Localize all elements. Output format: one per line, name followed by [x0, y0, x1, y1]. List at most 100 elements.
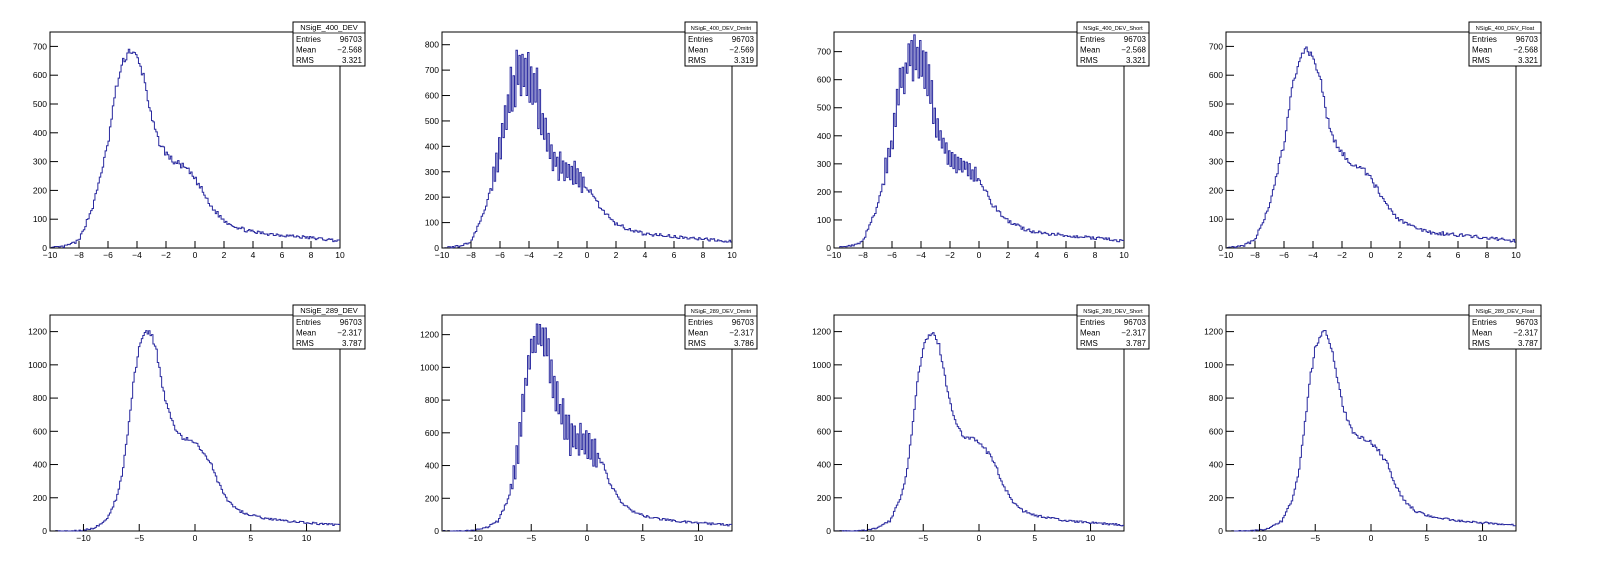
- histogram-line: [1226, 329, 1516, 532]
- x-tick-label: −4: [1308, 250, 1318, 260]
- x-tick-label: −6: [495, 250, 505, 260]
- y-tick-label: 0: [42, 243, 47, 253]
- stats-value: 96703: [1124, 318, 1147, 327]
- x-tick-label: 0: [193, 250, 198, 260]
- stats-label: Mean: [688, 329, 708, 338]
- x-tick-label: 2: [222, 250, 227, 260]
- x-tick-label: −8: [1250, 250, 1260, 260]
- y-tick-label: 100: [1209, 214, 1223, 224]
- stats-box: NSigE_289_DEV Entries 96703 Mean −2.317 RMS 3.…: [292, 304, 366, 350]
- stats-label: RMS: [688, 339, 706, 348]
- x-tick-label: −10: [435, 250, 450, 260]
- stats-label: RMS: [1472, 56, 1490, 65]
- stats-box-frame: [292, 21, 366, 67]
- x-tick-label: 2: [1398, 250, 1403, 260]
- stats-value: 96703: [340, 318, 363, 327]
- x-tick-label: 4: [1035, 250, 1040, 260]
- x-tick-label: −2: [945, 250, 955, 260]
- y-tick-label: 100: [33, 214, 47, 224]
- x-tick-label: −6: [103, 250, 113, 260]
- y-tick-label: 400: [1209, 460, 1223, 470]
- stats-title: NSigE_289_DEV: [300, 306, 358, 315]
- x-tick-label: 10: [1478, 533, 1488, 543]
- y-tick-label: 1000: [28, 360, 47, 370]
- y-tick-label: 800: [425, 40, 439, 50]
- histogram-panel: 0 200 400 600 800 1000 1200 −10 −5 0 5 10 NSigE_289_…: [420, 304, 758, 543]
- histogram-panel: 0 100 200 300 400 500 600 700 800 −10 −8 −6 −4 −2 0 2 4 6…: [425, 21, 758, 260]
- stats-value: 96703: [340, 35, 363, 44]
- stats-value: −2.317: [1121, 329, 1146, 338]
- y-tick-label: 500: [425, 116, 439, 126]
- stats-value: 3.321: [1126, 56, 1147, 65]
- x-tick-label: −8: [466, 250, 476, 260]
- x-tick-label: 10: [694, 533, 704, 543]
- stats-box: NSigE_400_DEV_Dmitri Entries 96703 Mean −2.5…: [684, 21, 758, 67]
- stats-box-frame: [292, 304, 366, 350]
- stats-label: RMS: [688, 56, 706, 65]
- y-tick-label: 1200: [28, 327, 47, 337]
- y-tick-label: 1000: [812, 360, 831, 370]
- y-tick-label: 400: [33, 128, 47, 138]
- y-tick-label: 400: [425, 461, 439, 471]
- histogram-panel: 0 200 400 600 800 1000 1200 −10 −5 0 5 10 NSigE_289_…: [1204, 304, 1542, 543]
- stats-value: −2.317: [337, 329, 362, 338]
- y-tick-label: 200: [817, 493, 831, 503]
- y-tick-label: 200: [1209, 185, 1223, 195]
- y-tick-label: 400: [33, 460, 47, 470]
- x-tick-label: 10: [1119, 250, 1129, 260]
- stats-label: Mean: [1080, 46, 1100, 55]
- x-tick-label: −4: [524, 250, 534, 260]
- y-tick-label: 1000: [1204, 360, 1223, 370]
- stats-value: 3.787: [342, 339, 363, 348]
- histogram-line: [50, 48, 340, 249]
- y-tick-label: 200: [33, 493, 47, 503]
- stats-value: 3.786: [734, 339, 755, 348]
- y-tick-label: 700: [1209, 41, 1223, 51]
- y-tick-label: 1000: [420, 362, 439, 372]
- y-tick-label: 0: [826, 526, 831, 536]
- x-tick-label: 8: [1093, 250, 1098, 260]
- x-tick-label: −5: [134, 533, 144, 543]
- x-tick-label: 4: [643, 250, 648, 260]
- stats-box: NSigE_289_DEV_Float Entries 96703 Mean −2.31…: [1468, 304, 1542, 350]
- stats-box-frame: [1076, 21, 1150, 67]
- y-tick-label: 600: [425, 91, 439, 101]
- x-tick-label: −10: [860, 533, 875, 543]
- stats-box-frame: [684, 21, 758, 67]
- x-tick-label: −2: [161, 250, 171, 260]
- histogram-panel: 0 100 200 300 400 500 600 700 −10 −8 −6 −4 −2 0 2 4 6 8 10…: [33, 21, 366, 260]
- x-tick-label: 8: [309, 250, 314, 260]
- stats-box: NSigE_289_DEV_Dmitri Entries 96703 Mean −2.3…: [684, 304, 758, 350]
- histogram-panel: 0 100 200 300 400 500 600 700 −10 −8 −6 −4 −2 0 2 4 6 8 10…: [817, 21, 1150, 260]
- x-tick-label: 5: [1424, 533, 1429, 543]
- stats-box: NSigE_400_DEV_Short Entries 96703 Mean −2.56…: [1076, 21, 1150, 67]
- y-tick-label: 1200: [1204, 327, 1223, 337]
- x-tick-label: −8: [858, 250, 868, 260]
- y-tick-label: 200: [1209, 493, 1223, 503]
- stats-title: NSigE_400_DEV_Float: [1476, 26, 1535, 32]
- y-tick-label: 800: [1209, 393, 1223, 403]
- histogram-line: [442, 323, 732, 532]
- x-tick-label: −10: [468, 533, 483, 543]
- x-tick-label: 0: [585, 533, 590, 543]
- stats-box: NSigE_289_DEV_Short Entries 96703 Mean −2.31…: [1076, 304, 1150, 350]
- x-tick-label: −2: [553, 250, 563, 260]
- y-tick-label: 500: [1209, 99, 1223, 109]
- stats-value: 3.321: [342, 56, 363, 65]
- y-tick-label: 300: [817, 159, 831, 169]
- stats-label: Mean: [1472, 46, 1492, 55]
- x-tick-label: 8: [1485, 250, 1490, 260]
- y-tick-label: 600: [33, 426, 47, 436]
- y-tick-label: 800: [33, 393, 47, 403]
- y-tick-label: 0: [1218, 526, 1223, 536]
- stats-label: Entries: [1080, 35, 1105, 44]
- y-tick-label: 0: [826, 243, 831, 253]
- histogram-panel: 0 200 400 600 800 1000 1200 −10 −5 0 5 10 NSigE_289_…: [28, 304, 366, 543]
- stats-label: Mean: [1080, 329, 1100, 338]
- x-tick-label: −2: [1337, 250, 1347, 260]
- histogram-line: [50, 330, 340, 532]
- y-tick-label: 800: [817, 393, 831, 403]
- stats-title: NSigE_400_DEV: [300, 23, 358, 32]
- x-tick-label: 4: [1427, 250, 1432, 260]
